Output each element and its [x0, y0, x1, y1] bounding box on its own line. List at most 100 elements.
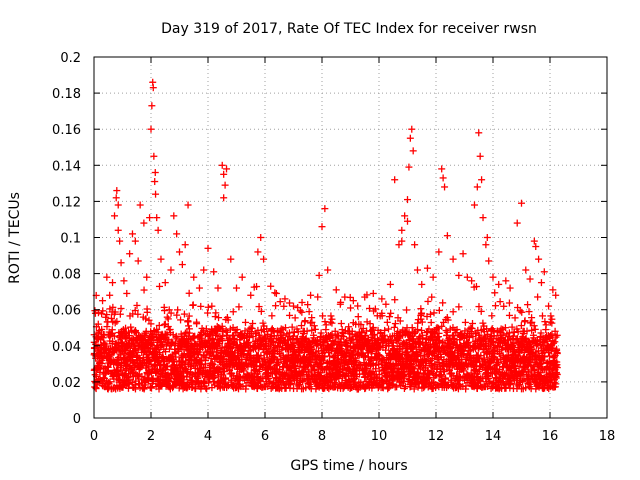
data-point [103, 273, 111, 281]
data-point [525, 308, 533, 316]
data-point [264, 331, 272, 339]
data-point [151, 169, 159, 177]
data-point [134, 257, 142, 265]
data-point [185, 329, 193, 337]
x-tick-label: 10 [371, 429, 388, 444]
x-tick-label: 14 [485, 429, 502, 444]
data-point [107, 314, 115, 322]
y-tick-label: 0.18 [52, 87, 81, 102]
data-point [532, 243, 540, 251]
data-point [305, 308, 313, 316]
data-point [244, 363, 252, 371]
data-point [500, 302, 508, 310]
data-point [116, 310, 124, 318]
data-point [232, 329, 240, 337]
data-point [476, 152, 484, 160]
y-tick-label: 0.06 [52, 304, 81, 319]
data-point [131, 306, 139, 314]
data-point [522, 266, 530, 274]
data-point [235, 303, 243, 311]
data-point [106, 378, 114, 386]
data-point [463, 273, 471, 281]
data-point [241, 318, 249, 326]
data-point [489, 273, 497, 281]
data-point [116, 237, 124, 245]
data-point [180, 310, 188, 318]
data-point [109, 303, 117, 311]
data-point [398, 226, 406, 234]
data-point [382, 300, 390, 308]
data-point [475, 129, 483, 137]
data-point [151, 178, 159, 186]
data-point [423, 264, 431, 272]
data-point [406, 134, 414, 142]
data-point [414, 319, 422, 327]
data-point [256, 365, 264, 373]
data-point [271, 289, 279, 297]
data-point [321, 205, 329, 213]
chart-title: Day 319 of 2017, Rate Of TEC Index for r… [161, 21, 537, 37]
data-point [176, 248, 183, 256]
data-point [254, 248, 262, 256]
data-point [175, 347, 183, 355]
data-point [491, 289, 499, 297]
data-point [505, 299, 513, 307]
data-point [131, 237, 139, 245]
data-point [98, 359, 106, 367]
data-points [90, 78, 561, 393]
data-point [257, 307, 265, 315]
data-point [349, 297, 357, 305]
data-point [502, 277, 510, 285]
data-point [223, 328, 231, 336]
data-point [386, 280, 394, 288]
data-point [155, 321, 163, 329]
data-point [478, 176, 486, 184]
data-point [495, 280, 503, 288]
data-point [187, 352, 195, 360]
data-point [162, 342, 170, 350]
data-point [154, 226, 162, 234]
data-point [482, 241, 490, 249]
data-point [424, 297, 432, 305]
data-point [103, 311, 111, 319]
data-point [162, 348, 170, 356]
data-point [164, 371, 172, 379]
data-point [233, 326, 241, 334]
data-point [106, 291, 114, 299]
data-point [208, 302, 216, 310]
y-tick-label: 0 [73, 412, 81, 427]
y-tick-label: 0.16 [52, 123, 81, 138]
data-point [148, 333, 156, 341]
data-point [214, 284, 222, 292]
data-point [128, 230, 136, 238]
x-tick-label: 2 [147, 429, 155, 444]
data-point [173, 311, 181, 319]
data-point [146, 214, 154, 222]
data-point [202, 384, 210, 392]
data-point [157, 255, 165, 263]
data-point [443, 232, 451, 240]
data-point [459, 250, 467, 258]
data-point [204, 303, 212, 311]
data-point [403, 306, 411, 314]
data-point [314, 293, 322, 301]
data-point [98, 310, 106, 318]
data-point [148, 340, 156, 348]
data-point [143, 305, 151, 313]
data-point [385, 325, 393, 333]
data-point [112, 194, 120, 202]
data-point [307, 291, 315, 299]
data-point [136, 201, 144, 209]
data-point [260, 255, 268, 263]
data-point [491, 302, 499, 310]
data-point [276, 298, 284, 306]
data-point [198, 334, 206, 342]
data-point [99, 297, 107, 305]
y-tick-label: 0.2 [60, 51, 81, 66]
data-point [99, 307, 107, 315]
data-point [455, 303, 463, 311]
data-point [140, 286, 148, 294]
data-point [148, 384, 156, 392]
data-point [117, 366, 125, 374]
